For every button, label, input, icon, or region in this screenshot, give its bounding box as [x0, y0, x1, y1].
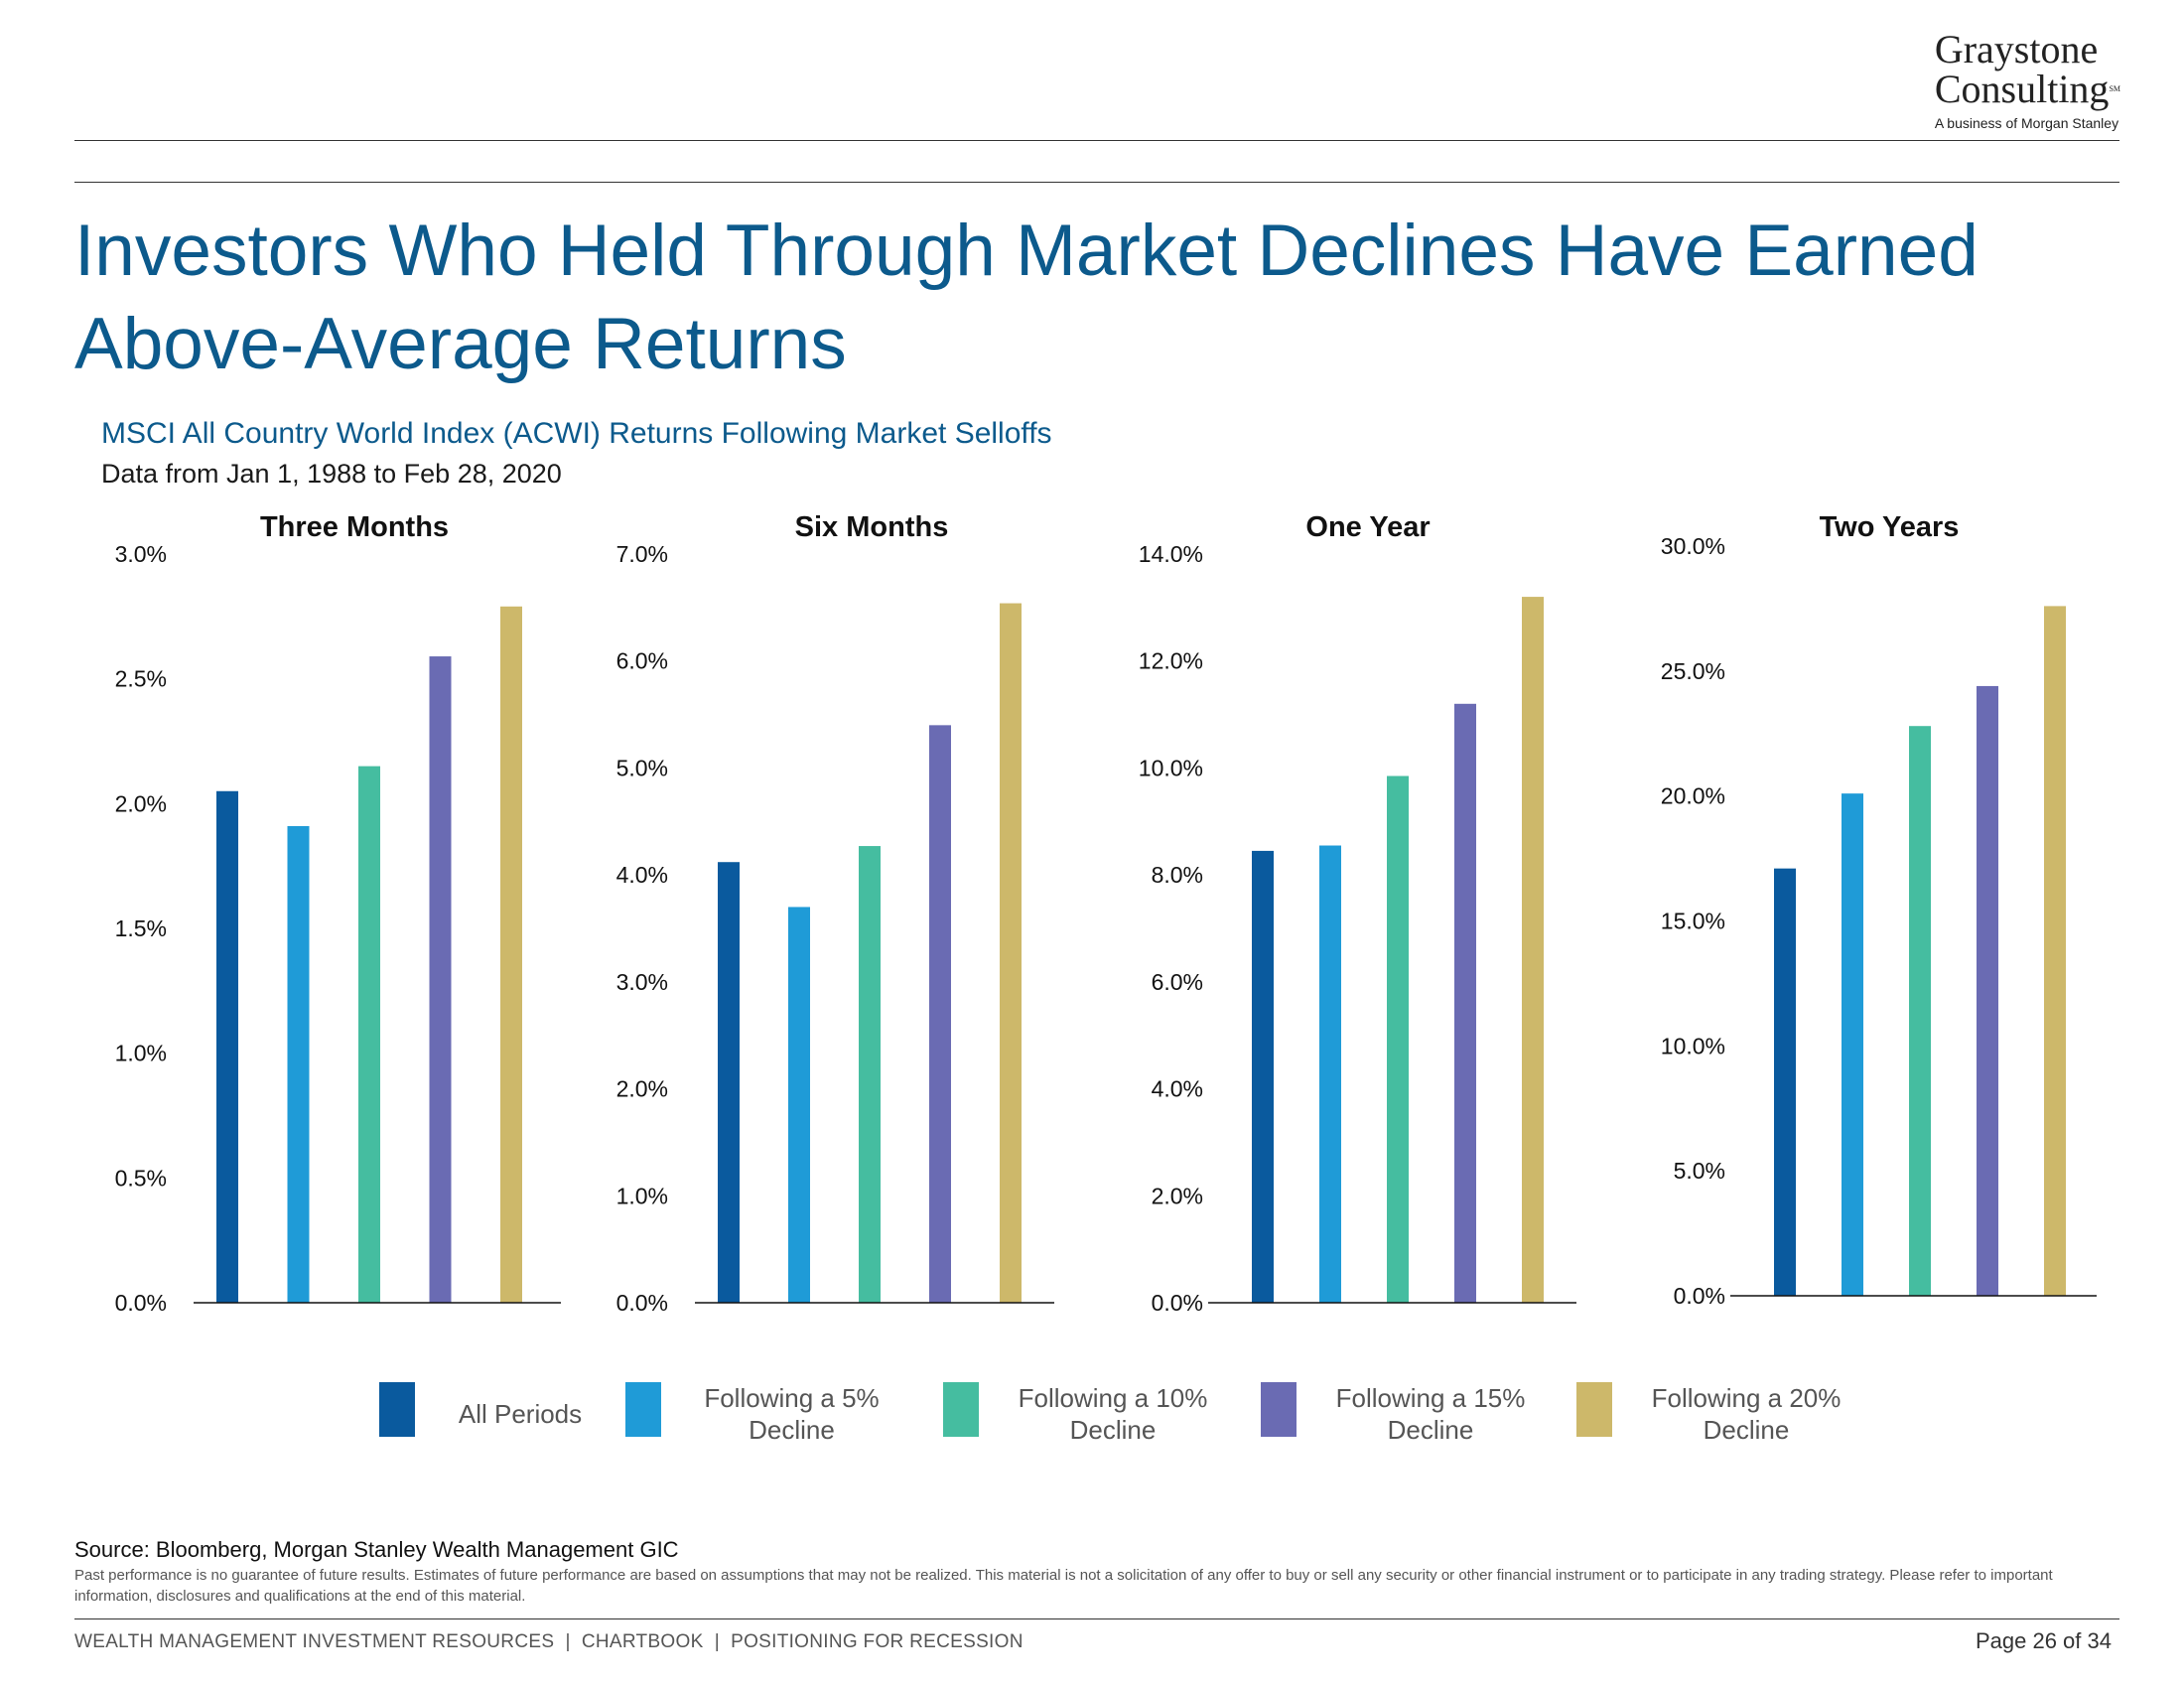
- footer-breadcrumb: WEALTH MANAGEMENT INVESTMENT RESOURCES |…: [74, 1631, 1024, 1652]
- bar-one-year-5: [1522, 597, 1544, 1303]
- legend-label-all-periods: All Periods: [458, 1399, 583, 1429]
- bar-six-months-5: [1000, 603, 1022, 1303]
- chart-panel-two-years: Two Years 0.0% 5.0% 10.0% 15.0% 20.0% 25.0% 30.…: [1661, 511, 2097, 1309]
- chart-title-two-years: Two Years: [1820, 511, 1960, 543]
- y-tick-label: 7.0%: [616, 541, 668, 567]
- bar-six-months-4: [929, 725, 951, 1303]
- y-tick-label: 5.0%: [616, 755, 668, 780]
- legend-swatch-10pct: [943, 1382, 979, 1437]
- bar-one-year-2: [1319, 845, 1341, 1303]
- y-tick-label: 0.0%: [616, 1290, 668, 1316]
- y-tick-label: 1.5%: [115, 915, 167, 941]
- bar-three-months-3: [358, 766, 380, 1303]
- logo-line2-text: Consulting: [1934, 67, 2110, 111]
- legend-swatch-15pct: [1261, 1382, 1297, 1437]
- y-tick-label: 14.0%: [1139, 541, 1203, 567]
- bar-two-years-3: [1909, 726, 1931, 1296]
- bar-one-year-3: [1387, 775, 1409, 1303]
- legend-label-15pct: Following a 15% Decline: [1335, 1383, 1526, 1445]
- y-tick-label: 15.0%: [1661, 909, 1725, 934]
- y-tick-label: 1.0%: [616, 1183, 668, 1208]
- y-tick-label: 0.5%: [115, 1165, 167, 1191]
- bar-one-year-1: [1252, 850, 1274, 1303]
- chart-subtitle: MSCI All Country World Index (ACWI) Retu…: [101, 417, 1052, 450]
- y-tick-label: 2.0%: [115, 790, 167, 816]
- bar-two-years-5: [2044, 606, 2066, 1296]
- y-tick-label: 25.0%: [1661, 658, 1725, 684]
- y-tick-label: 3.0%: [115, 541, 167, 567]
- source-note: Source: Bloomberg, Morgan Stanley Wealth…: [74, 1537, 679, 1562]
- bar-two-years-4: [1977, 685, 1998, 1296]
- y-tick-label: 8.0%: [1152, 862, 1203, 888]
- page-number: Page 26 of 34: [1975, 1628, 2112, 1653]
- bar-three-months-5: [500, 606, 522, 1303]
- chart-panel-one-year: One Year 0.0% 2.0% 4.0% 6.0% 8.0% 10.0% 12.0% 14…: [1139, 511, 1576, 1316]
- page-title: Investors Who Held Through Market Declin…: [74, 211, 1979, 384]
- disclaimer: Past performance is no guarantee of futu…: [74, 1567, 2053, 1605]
- y-tick-label: 0.0%: [1152, 1290, 1203, 1316]
- header-rule-bottom: [74, 182, 2119, 183]
- chart-panel-three-months: Three Months 0.0% 0.5% 1.0% 1.5% 2.0% 2.5% 3.0%: [115, 511, 561, 1316]
- header-rule-top: [74, 140, 2119, 141]
- legend-label-5pct: Following a 5% Decline: [704, 1383, 880, 1445]
- chart-title-three-months: Three Months: [260, 511, 449, 543]
- y-tick-label: 10.0%: [1139, 755, 1203, 780]
- legend-label-20pct: Following a 20% Decline: [1651, 1383, 1842, 1445]
- y-tick-label: 2.5%: [115, 666, 167, 692]
- logo-service-mark: SM: [2109, 84, 2120, 93]
- logo-subline: A business of Morgan Stanley: [1934, 115, 2119, 131]
- bar-charts: Three Months 0.0% 0.5% 1.0% 1.5% 2.0% 2.5% 3.0%…: [115, 511, 2097, 1316]
- legend-swatch-20pct: [1576, 1382, 1612, 1437]
- y-tick-label: 3.0%: [616, 969, 668, 995]
- bar-one-year-4: [1454, 703, 1476, 1303]
- y-tick-label: 4.0%: [616, 862, 668, 888]
- bar-six-months-3: [859, 846, 881, 1303]
- logo-line1: Graystone: [1934, 27, 2099, 71]
- chart-date-range: Data from Jan 1, 1988 to Feb 28, 2020: [101, 459, 562, 489]
- company-logo: Graystone ConsultingSM A business of Mor…: [1934, 27, 2120, 132]
- bar-three-months-1: [216, 790, 238, 1303]
- y-tick-label: 1.0%: [115, 1041, 167, 1066]
- chart-title-six-months: Six Months: [795, 511, 949, 543]
- y-tick-label: 6.0%: [616, 648, 668, 674]
- y-tick-label: 6.0%: [1152, 969, 1203, 995]
- bar-three-months-2: [287, 825, 310, 1303]
- y-tick-label: 0.0%: [1674, 1283, 1725, 1309]
- bar-three-months-4: [429, 656, 452, 1303]
- legend-swatch-5pct: [625, 1382, 661, 1437]
- bar-two-years-1: [1774, 868, 1796, 1296]
- y-tick-label: 2.0%: [1152, 1183, 1203, 1208]
- chart-panel-six-months: Six Months 0.0% 1.0% 2.0% 3.0% 4.0% 5.0% 6.0% 7.…: [616, 511, 1054, 1316]
- bar-two-years-2: [1842, 793, 1863, 1296]
- y-tick-label: 12.0%: [1139, 648, 1203, 674]
- y-tick-label: 5.0%: [1674, 1158, 1725, 1184]
- bar-six-months-2: [788, 907, 810, 1303]
- y-tick-label: 0.0%: [115, 1290, 167, 1316]
- legend-swatch-all-periods: [379, 1382, 415, 1437]
- y-tick-label: 4.0%: [1152, 1076, 1203, 1102]
- y-tick-label: 2.0%: [616, 1076, 668, 1102]
- logo-line2: ConsultingSM: [1935, 70, 2120, 109]
- y-tick-label: 10.0%: [1661, 1033, 1725, 1058]
- footer-rule: [74, 1618, 2119, 1619]
- chart-title-one-year: One Year: [1305, 511, 1430, 543]
- y-tick-label: 30.0%: [1661, 533, 1725, 559]
- y-tick-label: 20.0%: [1661, 783, 1725, 809]
- bar-six-months-1: [718, 862, 740, 1303]
- legend-label-10pct: Following a 10% Decline: [1018, 1383, 1208, 1445]
